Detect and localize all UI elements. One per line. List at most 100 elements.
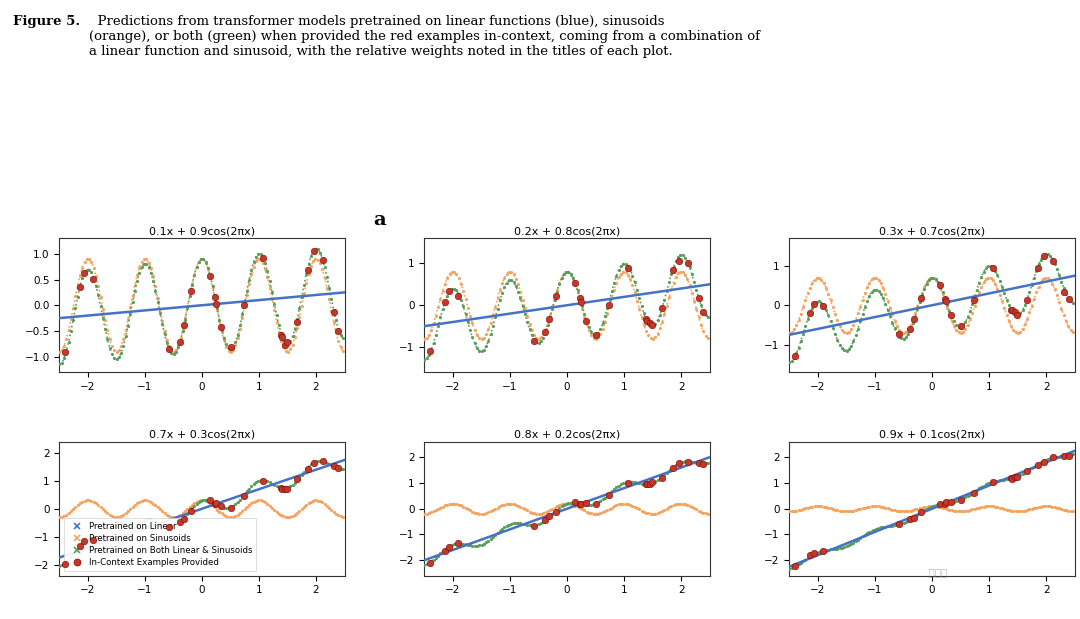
Point bbox=[1009, 472, 1026, 482]
Point bbox=[183, 286, 200, 296]
Point bbox=[966, 295, 983, 305]
Point bbox=[207, 498, 225, 508]
Point bbox=[1003, 305, 1021, 314]
Point bbox=[571, 499, 589, 509]
Title: 0.8x + 0.2cos(2πx): 0.8x + 0.2cos(2πx) bbox=[514, 430, 620, 439]
Point bbox=[273, 483, 291, 493]
Point bbox=[76, 536, 93, 546]
Point bbox=[567, 278, 584, 288]
Point bbox=[806, 548, 823, 558]
Point bbox=[1029, 262, 1047, 272]
Point bbox=[953, 321, 970, 331]
Point bbox=[329, 326, 347, 335]
Point bbox=[670, 256, 687, 266]
Point bbox=[56, 559, 73, 569]
Point bbox=[1002, 305, 1020, 315]
Point bbox=[449, 539, 467, 548]
Point bbox=[1018, 295, 1036, 305]
Point bbox=[325, 307, 342, 317]
Point bbox=[172, 337, 189, 347]
Point bbox=[206, 292, 224, 302]
Point bbox=[325, 461, 342, 471]
Point bbox=[644, 477, 661, 487]
Point bbox=[638, 479, 656, 489]
Point bbox=[814, 301, 832, 311]
Point bbox=[273, 332, 291, 342]
Point bbox=[637, 314, 654, 324]
Point bbox=[541, 314, 558, 324]
Point bbox=[206, 499, 224, 509]
Point bbox=[1009, 310, 1026, 319]
Point bbox=[213, 501, 230, 511]
Point bbox=[172, 517, 189, 527]
Point bbox=[1059, 451, 1077, 461]
Point bbox=[679, 457, 697, 467]
Point bbox=[176, 514, 193, 524]
Title: 0.9x + 0.1cos(2πx): 0.9x + 0.1cos(2πx) bbox=[879, 430, 985, 439]
Point bbox=[572, 499, 590, 509]
Point bbox=[202, 495, 219, 505]
Point bbox=[814, 546, 832, 556]
Point bbox=[571, 293, 589, 303]
Point bbox=[235, 300, 253, 310]
Title: 0.7x + 0.3cos(2πx): 0.7x + 0.3cos(2πx) bbox=[149, 430, 255, 439]
Point bbox=[670, 458, 687, 468]
Point bbox=[525, 521, 542, 530]
Point bbox=[913, 293, 930, 303]
Point bbox=[299, 464, 316, 474]
Point bbox=[305, 457, 322, 467]
Point bbox=[664, 266, 681, 275]
Point bbox=[966, 488, 983, 498]
Point bbox=[449, 291, 467, 301]
Point bbox=[985, 263, 1002, 273]
Title: 0.2x + 0.8cos(2πx): 0.2x + 0.8cos(2πx) bbox=[514, 226, 620, 236]
Point bbox=[642, 318, 659, 328]
Point bbox=[694, 459, 712, 469]
Point bbox=[421, 558, 438, 568]
Point bbox=[637, 478, 654, 488]
Point bbox=[525, 335, 542, 345]
Point bbox=[905, 513, 922, 522]
Point bbox=[160, 522, 177, 532]
Point bbox=[548, 292, 565, 301]
Legend: Pretrained on Linear, Pretrained on Sinusoids, Pretrained on Both Linear & Sinus: Pretrained on Linear, Pretrained on Sinu… bbox=[64, 517, 256, 571]
Point bbox=[913, 507, 930, 517]
Point bbox=[572, 297, 590, 306]
Point bbox=[638, 316, 656, 326]
Point bbox=[588, 331, 605, 340]
Point bbox=[255, 476, 272, 486]
Point bbox=[567, 498, 584, 508]
Point bbox=[890, 329, 907, 339]
Point bbox=[943, 310, 960, 319]
Point bbox=[953, 495, 970, 505]
Title: 0.3x + 0.7cos(2πx): 0.3x + 0.7cos(2πx) bbox=[879, 226, 985, 236]
Point bbox=[1055, 451, 1072, 461]
Point bbox=[1029, 459, 1047, 469]
Point bbox=[548, 507, 565, 517]
Point bbox=[620, 478, 637, 488]
Point bbox=[1044, 452, 1062, 462]
Point bbox=[905, 314, 922, 324]
Point bbox=[694, 307, 712, 317]
Point bbox=[902, 514, 919, 524]
Point bbox=[279, 483, 296, 493]
Point bbox=[272, 483, 289, 493]
Point bbox=[936, 499, 954, 509]
Point bbox=[305, 246, 322, 256]
Point bbox=[588, 499, 605, 509]
Point bbox=[786, 561, 804, 571]
Point bbox=[541, 511, 558, 521]
Point bbox=[937, 296, 955, 306]
Point bbox=[299, 266, 316, 275]
Point bbox=[932, 280, 949, 290]
Point bbox=[1002, 474, 1020, 483]
Point bbox=[421, 346, 438, 356]
Point bbox=[329, 463, 347, 473]
Point bbox=[600, 300, 618, 310]
Point bbox=[222, 503, 240, 513]
Point bbox=[786, 351, 804, 361]
Point bbox=[1018, 467, 1036, 477]
Point bbox=[642, 479, 659, 489]
Point bbox=[279, 337, 296, 347]
Point bbox=[1007, 472, 1024, 482]
